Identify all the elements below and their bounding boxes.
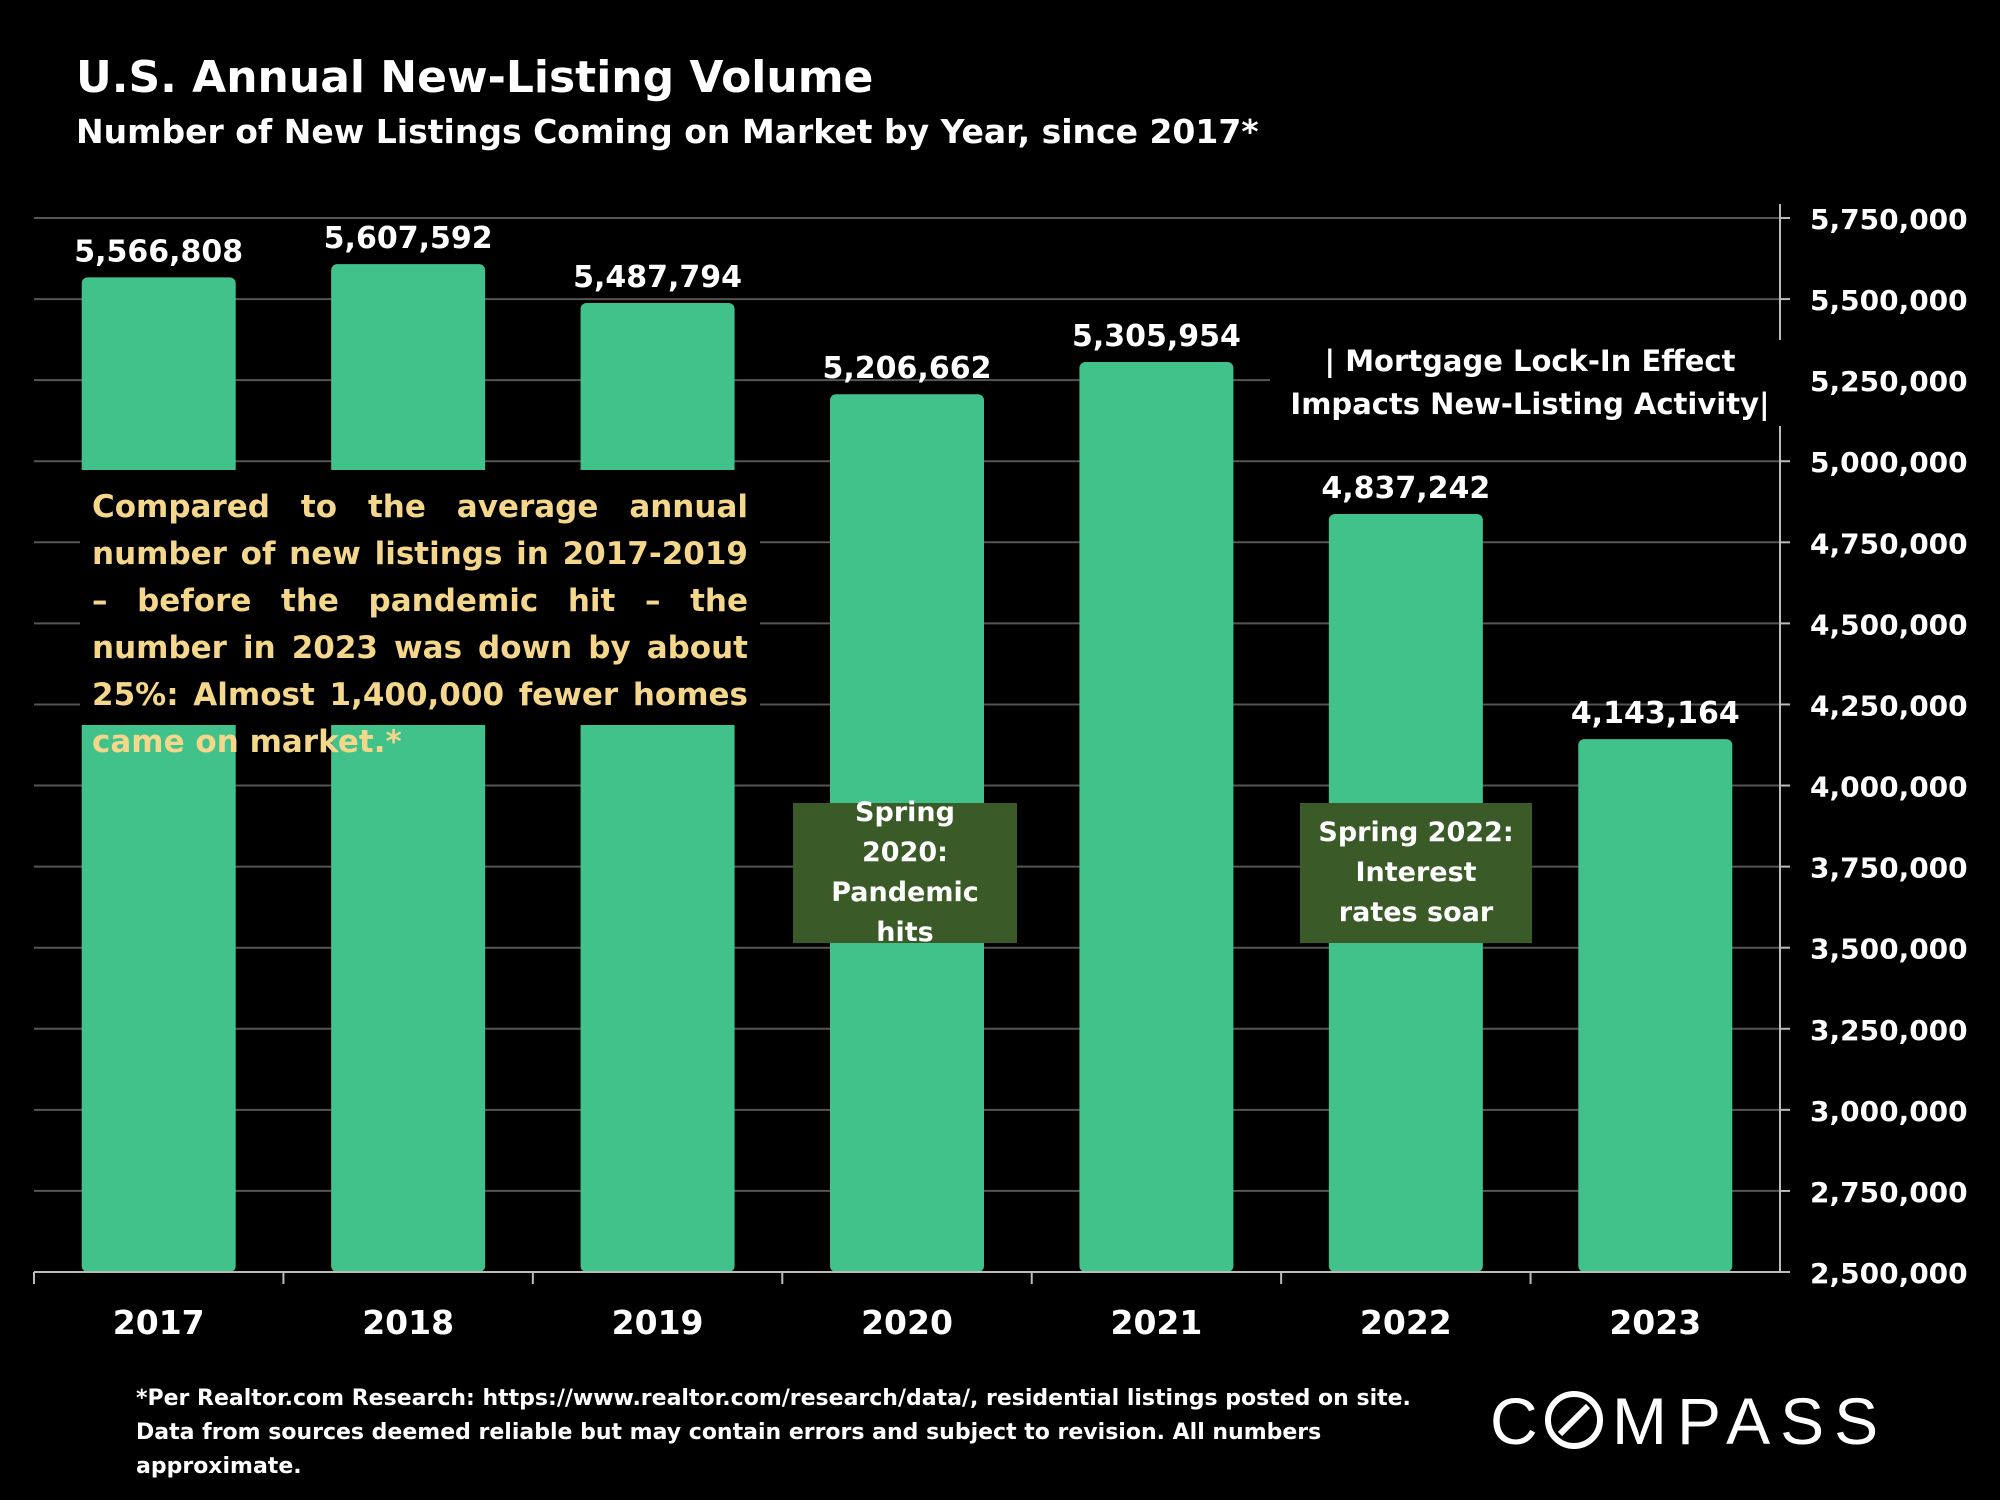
y-tick-label: 3,750,000: [1810, 852, 1968, 885]
bar-2019: [580, 303, 735, 1273]
source-footnote: *Per Realtor.com Research: https://www.r…: [136, 1386, 1411, 1479]
comparison-callout: Compared to the average annual number of…: [80, 470, 760, 760]
y-tick-label: 4,500,000: [1810, 608, 1968, 641]
lock-in-annotation: | Mortgage Lock-In Effect Impacts New-Li…: [1270, 340, 1790, 426]
y-tick-label: 2,750,000: [1810, 1176, 1968, 1209]
chart-title: U.S. Annual New-Listing Volume: [76, 52, 874, 103]
y-tick-label: 4,750,000: [1810, 527, 1968, 560]
spring-2022-annotation: Spring 2022: Interest rates soar: [1300, 803, 1532, 943]
bar-value-label: 4,837,242: [1321, 471, 1490, 506]
x-tick-label: 2022: [1360, 1303, 1452, 1342]
y-tick-label: 2,500,000: [1810, 1257, 1968, 1290]
compass-logo-o-icon: [1545, 1391, 1603, 1449]
x-tick-label: 2023: [1609, 1303, 1701, 1342]
bar-value-label: 5,607,592: [324, 221, 493, 256]
bar-value-label: 5,566,808: [74, 234, 243, 269]
x-tick-label: 2017: [113, 1303, 205, 1342]
compass-logo: C MPASS: [1490, 1382, 1930, 1458]
bar-2023: [1578, 739, 1733, 1272]
bar-2021: [1079, 362, 1234, 1272]
y-tick-label: 5,250,000: [1810, 365, 1968, 398]
bar-2017: [81, 277, 236, 1272]
chart-subtitle: Number of New Listings Coming on Market …: [76, 112, 1259, 151]
x-tick-label: 2021: [1110, 1303, 1202, 1342]
spring-2022-text: Spring 2022: Interest rates soar: [1318, 817, 1514, 928]
bar-2018: [331, 264, 486, 1272]
y-tick-label: 5,500,000: [1810, 284, 1968, 317]
spring-2020-annotation: Spring 2020: Pandemic hits: [793, 797, 1017, 948]
y-tick-label: 5,750,000: [1810, 203, 1968, 236]
bar-value-label: 5,206,662: [823, 351, 992, 386]
y-tick-label: 3,000,000: [1810, 1095, 1968, 1128]
svg-text:MPASS: MPASS: [1612, 1384, 1888, 1454]
bar-value-label: 4,143,164: [1571, 696, 1740, 731]
y-tick-label: 3,500,000: [1810, 933, 1968, 966]
y-tick-label: 3,250,000: [1810, 1014, 1968, 1047]
x-tick-label: 2019: [612, 1303, 704, 1342]
spring-2020-text: Spring 2020: Pandemic hits: [831, 797, 979, 948]
x-tick-label: 2018: [362, 1303, 454, 1342]
y-tick-label: 4,250,000: [1810, 689, 1968, 722]
x-tick-label: 2020: [861, 1303, 953, 1342]
bar-value-label: 5,487,794: [573, 260, 742, 295]
y-tick-label: 4,000,000: [1810, 771, 1968, 804]
bar-value-label: 5,305,954: [1072, 319, 1241, 354]
y-tick-label: 5,000,000: [1810, 446, 1968, 479]
svg-text:C: C: [1490, 1384, 1548, 1454]
